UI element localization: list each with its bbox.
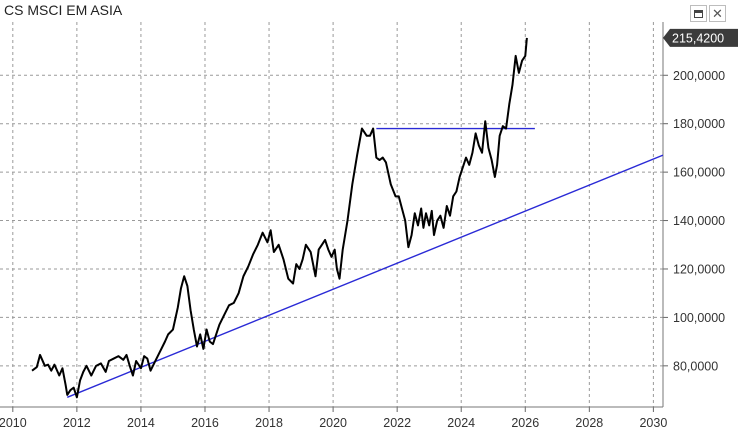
window-controls: ✕ [690, 5, 726, 22]
close-icon: ✕ [712, 6, 723, 21]
last-value-label: 215,4200 [672, 31, 724, 45]
x-tick-label: 2030 [639, 416, 667, 430]
y-tick-label: 120,0000 [673, 262, 725, 276]
x-tick-label: 2018 [255, 416, 283, 430]
x-tick-label: 2028 [575, 416, 603, 430]
maximize-icon [694, 9, 703, 18]
support-trendline [66, 154, 663, 398]
x-tick-label: 2022 [383, 416, 411, 430]
maximize-button[interactable] [690, 5, 707, 22]
close-button[interactable]: ✕ [709, 5, 726, 22]
x-tick-label: 2016 [191, 416, 219, 430]
x-tick-label: 2024 [447, 416, 475, 430]
chart-title: CS MSCI EM ASIA [4, 2, 123, 18]
x-tick-label: 2012 [63, 416, 91, 430]
last-value-badge [663, 28, 738, 47]
y-tick-label: 180,0000 [673, 117, 725, 131]
y-tick-label: 100,0000 [673, 311, 725, 325]
x-tick-label: 2010 [0, 416, 27, 430]
x-tick-label: 2014 [127, 416, 155, 430]
y-tick-label: 80,0000 [673, 359, 718, 373]
x-tick-label: 2026 [511, 416, 539, 430]
price-line [31, 37, 528, 399]
x-tick-label: 2020 [319, 416, 347, 430]
y-tick-label: 200,0000 [673, 69, 725, 83]
y-tick-label: 160,0000 [673, 166, 725, 180]
y-tick-label: 140,0000 [673, 214, 725, 228]
